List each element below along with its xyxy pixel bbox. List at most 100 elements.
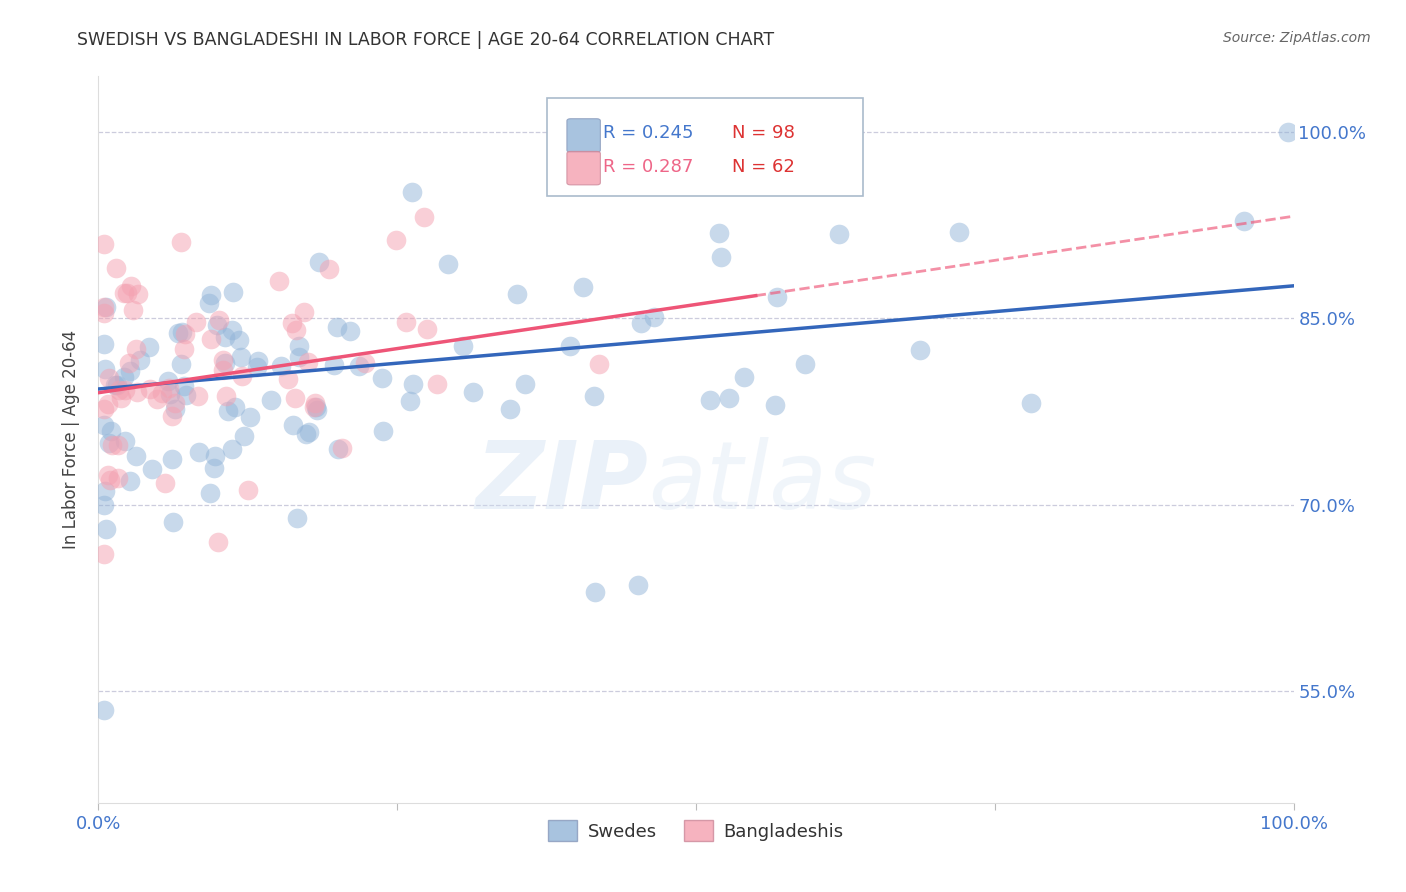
Point xyxy=(184,315,207,329)
Point xyxy=(246,354,269,368)
Point xyxy=(371,424,394,438)
Point xyxy=(93,499,115,513)
Point xyxy=(1233,214,1256,228)
Point xyxy=(560,339,582,353)
Point xyxy=(97,468,120,483)
Point xyxy=(304,395,326,409)
Point xyxy=(322,358,344,372)
Point xyxy=(395,315,418,329)
Point xyxy=(157,381,180,395)
Point xyxy=(153,475,176,490)
Point xyxy=(159,387,181,401)
Point xyxy=(120,474,142,488)
Text: atlas: atlas xyxy=(648,437,876,528)
Point xyxy=(330,441,353,455)
Point xyxy=(207,534,229,549)
Point xyxy=(173,342,195,356)
Point xyxy=(948,226,970,240)
Point xyxy=(763,399,786,413)
Point xyxy=(114,434,136,448)
Text: N = 98: N = 98 xyxy=(733,124,794,142)
Point xyxy=(160,452,183,467)
Point xyxy=(246,360,269,375)
Point xyxy=(200,332,222,346)
Point xyxy=(97,371,120,385)
Point xyxy=(170,235,193,250)
Point xyxy=(284,323,307,337)
Point xyxy=(157,374,180,388)
Point xyxy=(305,403,328,417)
Point xyxy=(238,483,260,498)
Point xyxy=(118,364,141,378)
Point xyxy=(221,442,243,457)
Point xyxy=(163,396,186,410)
Point xyxy=(413,211,436,225)
Point xyxy=(93,703,115,717)
Point xyxy=(112,369,135,384)
Point xyxy=(197,296,219,310)
Point xyxy=(200,486,222,500)
Point xyxy=(794,357,817,371)
Point xyxy=(215,389,238,403)
Point xyxy=(233,429,256,443)
Point xyxy=(305,401,328,415)
Point xyxy=(766,290,789,304)
Point xyxy=(710,250,733,264)
Y-axis label: In Labor Force | Age 20-64: In Labor Force | Age 20-64 xyxy=(62,330,80,549)
Point xyxy=(326,442,349,457)
Point xyxy=(297,355,319,369)
Point xyxy=(339,324,361,338)
Text: Source: ZipAtlas.com: Source: ZipAtlas.com xyxy=(1223,31,1371,45)
Point xyxy=(221,323,243,337)
Text: N = 62: N = 62 xyxy=(733,158,794,176)
Point xyxy=(643,310,665,324)
Point xyxy=(212,363,235,377)
Point xyxy=(93,336,115,351)
FancyBboxPatch shape xyxy=(567,152,600,185)
Point xyxy=(426,376,449,391)
Point xyxy=(162,515,184,529)
Point xyxy=(205,318,228,332)
Point xyxy=(120,279,142,293)
Point xyxy=(717,391,740,405)
Point xyxy=(162,409,184,423)
Point xyxy=(214,356,236,370)
Legend: Swedes, Bangladeshis: Swedes, Bangladeshis xyxy=(541,813,851,848)
Point xyxy=(709,226,731,240)
Point xyxy=(1277,125,1299,139)
Point xyxy=(105,261,128,276)
Point xyxy=(908,343,931,357)
Point xyxy=(416,322,439,336)
Point xyxy=(200,288,222,302)
Point xyxy=(499,402,522,417)
Point xyxy=(298,425,321,440)
Point xyxy=(371,371,394,385)
Point xyxy=(288,351,311,365)
Point xyxy=(145,392,167,406)
Point xyxy=(93,301,115,315)
Point xyxy=(122,303,145,318)
Point xyxy=(224,400,246,414)
Point xyxy=(105,378,128,392)
Point xyxy=(101,438,124,452)
Point xyxy=(506,286,529,301)
Point xyxy=(269,274,291,288)
Point xyxy=(110,392,132,406)
Point xyxy=(292,305,315,319)
Point xyxy=(93,361,115,376)
Point xyxy=(281,317,304,331)
Point xyxy=(217,403,239,417)
Point xyxy=(828,227,851,241)
Point xyxy=(401,185,423,199)
Point xyxy=(239,409,262,424)
Point xyxy=(187,389,209,403)
Point xyxy=(115,286,138,301)
Point xyxy=(125,449,148,463)
Point xyxy=(118,355,141,369)
Point xyxy=(214,330,236,344)
Point xyxy=(141,462,163,476)
Point xyxy=(93,236,115,251)
Point xyxy=(94,484,117,499)
Point xyxy=(588,357,610,371)
Point xyxy=(107,471,129,485)
